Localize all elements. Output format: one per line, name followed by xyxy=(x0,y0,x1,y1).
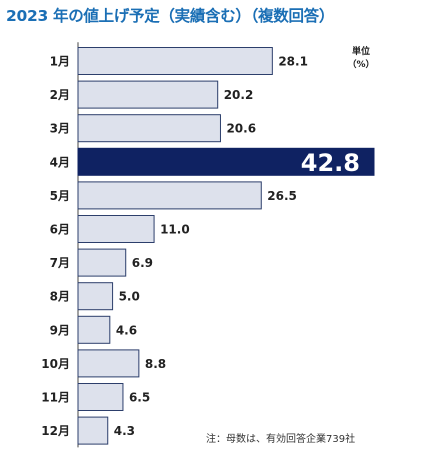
bar xyxy=(77,416,109,445)
value-label: 20.6 xyxy=(226,122,256,136)
bar xyxy=(77,181,262,210)
category-label: 5月 xyxy=(50,189,70,203)
bar xyxy=(77,80,219,109)
value-label: 8.8 xyxy=(145,357,166,371)
category-label: 10月 xyxy=(41,357,70,371)
category-label: 7月 xyxy=(50,256,70,270)
value-label: 28.1 xyxy=(278,55,308,69)
bar xyxy=(77,349,140,378)
chart-title: 2023 年の値上げ予定（実績含む）（複数回答） xyxy=(6,7,335,25)
unit-label-text: 単位 xyxy=(351,47,370,57)
category-label: 2月 xyxy=(50,88,70,102)
category-label: 9月 xyxy=(50,323,70,337)
category-label: 3月 xyxy=(50,122,70,136)
value-label: 4.6 xyxy=(116,323,137,337)
bar xyxy=(77,282,114,311)
bar xyxy=(77,383,124,411)
value-label: 20.2 xyxy=(224,88,254,102)
value-label: 5.0 xyxy=(119,290,140,304)
bar xyxy=(77,47,273,75)
unit-label: 単位 （%） xyxy=(334,46,388,72)
unit-value-text: （%） xyxy=(347,60,375,70)
value-label: 42.8 xyxy=(301,149,360,177)
category-label: 4月 xyxy=(50,155,70,169)
bar xyxy=(77,315,111,344)
footnote: 注：母数は、有効回答企業739社 xyxy=(206,434,356,445)
bar-highlighted xyxy=(77,147,375,176)
value-label: 4.3 xyxy=(114,424,135,438)
category-label: 6月 xyxy=(50,223,70,237)
category-label: 12月 xyxy=(41,424,70,438)
value-label: 11.0 xyxy=(160,223,190,237)
bar xyxy=(77,215,155,243)
value-label: 26.5 xyxy=(267,189,297,203)
category-label: 11月 xyxy=(41,391,70,405)
category-label: 1月 xyxy=(50,55,70,69)
bar xyxy=(77,114,221,143)
value-label: 6.9 xyxy=(132,256,153,270)
value-label: 6.5 xyxy=(129,391,150,405)
bar xyxy=(77,248,127,277)
category-label: 8月 xyxy=(50,290,70,304)
